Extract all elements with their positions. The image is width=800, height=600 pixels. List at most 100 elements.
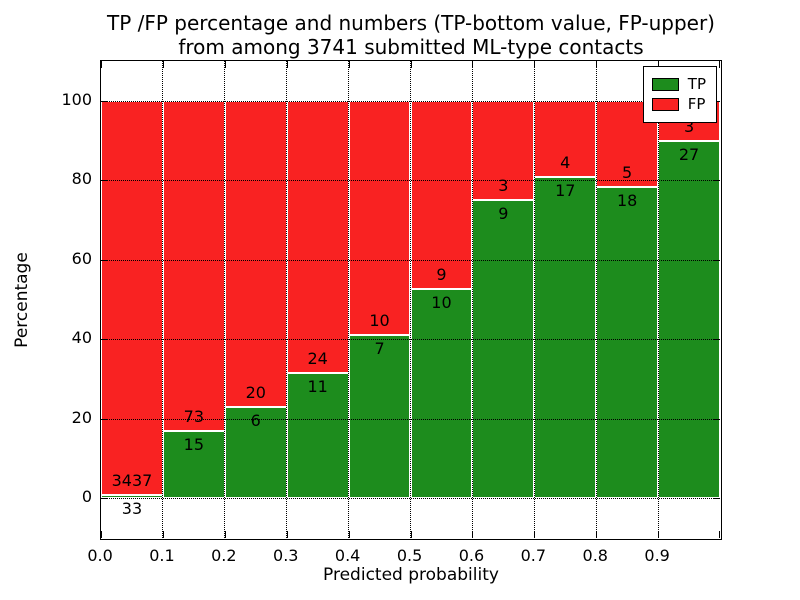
- x-tick-mark: [410, 61, 412, 68]
- y-tick-mark: [101, 339, 108, 341]
- y-tick-mark: [101, 100, 108, 102]
- y-tick-label-0: 0: [81, 487, 92, 507]
- y-tick-mark: [713, 418, 720, 420]
- y-tick-mark: [713, 259, 720, 261]
- bar-segment-tp-7: [534, 176, 597, 499]
- x-tick-label-0.1: 0.1: [149, 546, 175, 565]
- gridline-vertical: [224, 61, 226, 538]
- x-tick-mark: [348, 61, 350, 68]
- gridline-horizontal: [101, 339, 720, 341]
- bars-layer: [101, 61, 720, 538]
- y-tick-label-60: 60: [71, 248, 92, 268]
- ticks-layer: [101, 61, 720, 538]
- bar-label-tp-6: 9: [498, 204, 509, 224]
- legend-swatch-FP: [651, 98, 679, 111]
- chart-title-line2: from among 3741 submitted ML-type contac…: [178, 35, 644, 59]
- x-tick-label-0.3: 0.3: [273, 546, 299, 565]
- y-tick-label-20: 20: [71, 407, 92, 427]
- bar-segment-tp-3: [286, 373, 349, 499]
- x-tick-mark: [719, 531, 720, 538]
- gridline-vertical: [595, 61, 597, 538]
- bar-segment-tp-9: [658, 140, 720, 499]
- x-tick-label-0.7: 0.7: [520, 546, 547, 565]
- bar-label-tp-3: 11: [307, 377, 328, 397]
- x-tick-label-0.6: 0.6: [458, 546, 485, 565]
- bar-label-tp-4: 7: [374, 338, 385, 358]
- x-tick-mark: [596, 61, 598, 68]
- bar-label-fp-9: 3: [683, 116, 695, 136]
- bar-label-tp-5: 10: [431, 293, 452, 313]
- y-tick-mark: [713, 180, 720, 182]
- gridline-vertical: [471, 61, 473, 538]
- chart-title-line1: TP /FP percentage and numbers (TP-bottom…: [107, 11, 715, 35]
- bar-segment-tp-1: [162, 430, 225, 499]
- bar-segment-fp-7: [534, 100, 597, 177]
- y-tick-label-100: 100: [61, 89, 92, 109]
- gridline-horizontal: [101, 100, 720, 102]
- x-tick-mark: [534, 531, 536, 538]
- gridline-horizontal: [101, 418, 720, 420]
- y-axis-label: Percentage: [12, 252, 32, 348]
- gridline-horizontal: [101, 180, 720, 182]
- y-tick-mark: [101, 180, 108, 182]
- bar-segment-fp-4: [348, 100, 411, 335]
- bar-label-tp-2: 6: [250, 410, 261, 430]
- gridline-horizontal: [101, 259, 720, 261]
- bar-segment-tp-6: [472, 200, 535, 499]
- gridline-vertical: [410, 61, 411, 538]
- y-tick-mark: [713, 339, 720, 341]
- gridline-vertical: [348, 61, 350, 538]
- bar-label-tp-8: 18: [616, 191, 638, 211]
- bar-label-fp-2: 20: [245, 382, 266, 402]
- x-tick-mark: [162, 531, 164, 538]
- gridline-vertical: [657, 61, 659, 538]
- x-tick-mark: [472, 61, 474, 68]
- y-tick-label-80: 80: [71, 169, 92, 189]
- bar-label-tp-1: 15: [183, 434, 205, 454]
- x-axis-label: Predicted probability: [323, 565, 499, 585]
- x-tick-mark: [658, 61, 660, 68]
- bar-label-fp-1: 73: [183, 406, 205, 426]
- gridline-vertical: [533, 61, 535, 538]
- x-tick-label-0.8: 0.8: [582, 546, 608, 565]
- y-tick-label-40: 40: [71, 328, 92, 348]
- legend-label-FP: FP: [687, 95, 706, 113]
- x-tick-mark: [348, 531, 350, 538]
- legend-entry-TP: TP: [651, 75, 706, 93]
- bar-label-fp-8: 5: [622, 163, 633, 183]
- bar-label-fp-4: 10: [369, 310, 390, 330]
- bar-label-fp-5: 9: [436, 265, 447, 285]
- y-tick-mark: [101, 259, 108, 261]
- x-tick-label-0.2: 0.2: [211, 546, 237, 565]
- x-tick-label-0.5: 0.5: [396, 546, 423, 565]
- x-tick-mark: [101, 531, 102, 538]
- bar-label-fp-3: 24: [307, 349, 328, 369]
- plot-area: 3437 33 73 15 20 6 24 11 10 7 9 10 3 9 4 17 5 18 3 27 TP FP: [100, 60, 722, 540]
- gridline-horizontal: [101, 498, 720, 500]
- bar-segment-tp-5: [410, 289, 473, 499]
- x-tick-label-0.9: 0.9: [644, 546, 670, 565]
- bar-label-fp-7: 4: [560, 152, 571, 172]
- bar-label-fp-6: 3: [498, 176, 509, 196]
- chart-title: TP /FP percentage and numbers (TP-bottom…: [100, 11, 722, 59]
- grid-layer: [101, 61, 720, 538]
- legend-label-TP: TP: [687, 75, 706, 93]
- gridline-vertical: [162, 61, 164, 538]
- x-tick-label-0.4: 0.4: [334, 546, 361, 565]
- bar-label-tp-7: 17: [555, 180, 576, 200]
- bar-label-tp-9: 27: [678, 144, 700, 164]
- y-tick-mark: [101, 498, 108, 500]
- gridline-vertical: [286, 61, 288, 538]
- x-tick-mark: [286, 61, 288, 68]
- x-tick-mark: [658, 531, 660, 538]
- x-tick-mark: [162, 61, 164, 68]
- x-tick-mark: [596, 531, 598, 538]
- x-tick-mark: [410, 531, 412, 538]
- bar-labels-layer: 3437 33 73 15 20 6 24 11 10 7 9 10 3 9 4 17 5 18 3 27: [101, 61, 720, 538]
- bar-label-fp-0: 3437: [111, 470, 153, 490]
- x-tick-mark: [101, 61, 102, 68]
- legend-swatch-TP: [651, 78, 679, 91]
- legend-entry-FP: FP: [651, 95, 706, 113]
- bar-label-tp-0: 33: [121, 498, 143, 518]
- x-tick-mark: [719, 61, 720, 68]
